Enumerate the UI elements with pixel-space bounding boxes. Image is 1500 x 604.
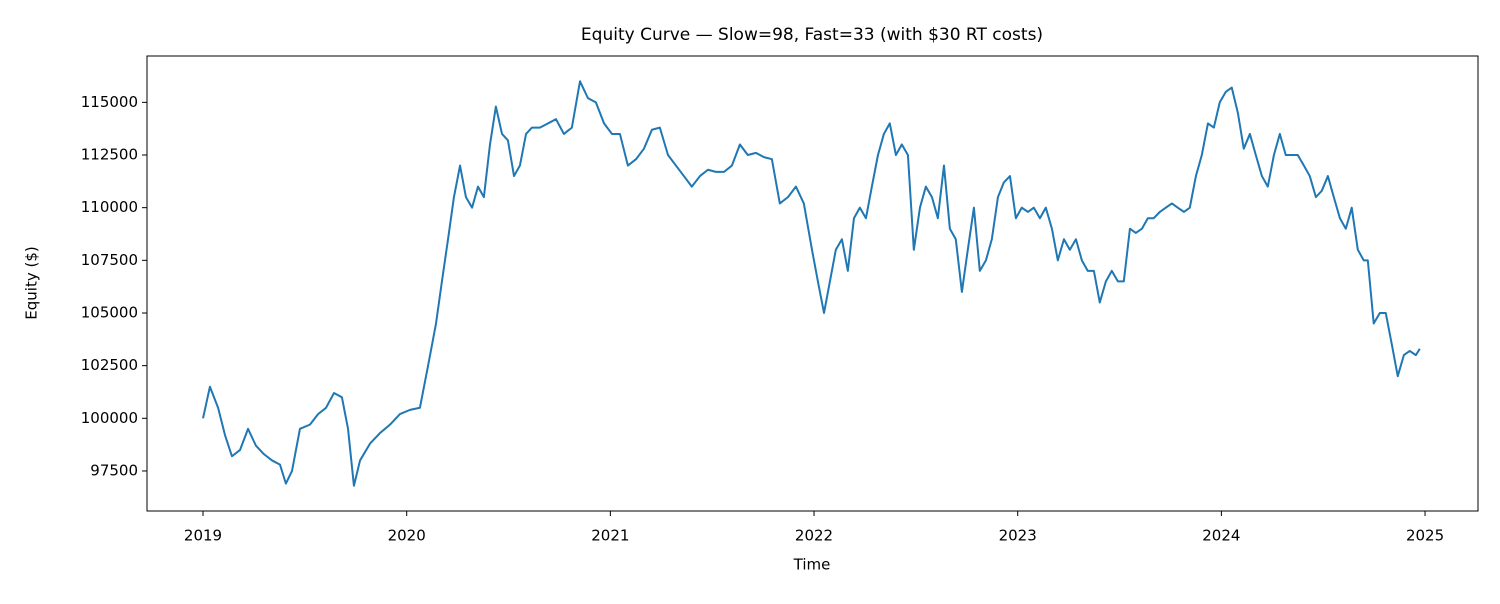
chart-title: Equity Curve — Slow=98, Fast=33 (with $3…	[581, 25, 1043, 45]
x-axis-label: Time	[793, 556, 831, 574]
x-tick-label: 2024	[1202, 527, 1240, 545]
y-tick-label: 107500	[81, 251, 138, 269]
x-tick-label: 2025	[1406, 527, 1444, 545]
y-tick-label: 110000	[81, 198, 138, 216]
x-tick-label: 2021	[591, 527, 629, 545]
y-tick-label: 102500	[81, 356, 138, 374]
y-tick-label: 112500	[81, 146, 138, 164]
y-axis-label: Equity ($)	[23, 246, 41, 319]
plot-frame	[146, 55, 1479, 512]
x-tick-label: 2019	[184, 527, 222, 545]
y-tick-label: 105000	[81, 303, 138, 321]
y-tick-label: 115000	[81, 93, 138, 111]
equity-line	[202, 80, 1421, 487]
y-tick-label: 100000	[81, 409, 138, 427]
x-tick-label: 2022	[795, 527, 833, 545]
x-tick-label: 2023	[999, 527, 1037, 545]
x-tick-label: 2020	[388, 527, 426, 545]
y-tick-label: 97500	[90, 461, 138, 479]
